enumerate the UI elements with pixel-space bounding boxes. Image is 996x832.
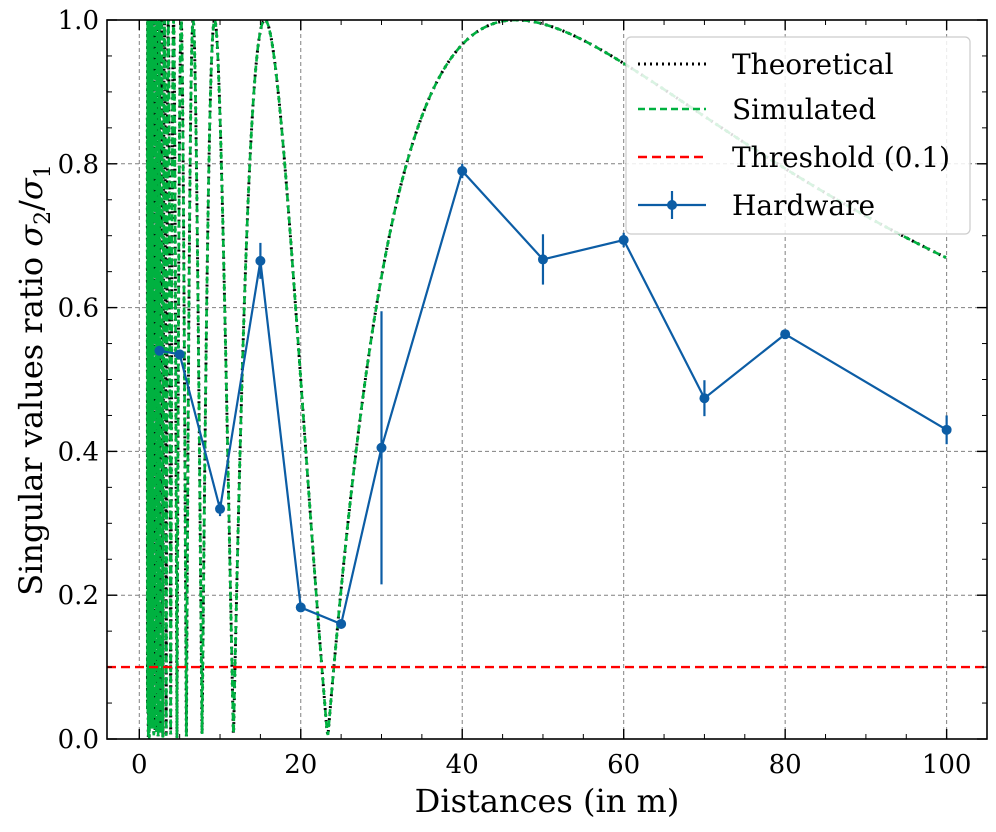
y-axis-title-text: Singular values ratio [12, 247, 50, 596]
hardware-point [154, 345, 165, 356]
x-tick-label: 20 [284, 750, 317, 780]
x-tick-label: 0 [131, 750, 148, 780]
y-axis-slash: / [12, 200, 50, 211]
y-axis-sigma-1: σ [12, 177, 50, 200]
hardware-point [941, 424, 952, 435]
legend-theoretical-label: Theoretical [732, 48, 894, 81]
x-tick-label: 60 [607, 750, 640, 780]
hardware-point [699, 393, 710, 404]
x-tick-label: 100 [922, 750, 972, 780]
hardware-point [255, 255, 266, 266]
hardware-points [154, 165, 952, 629]
x-axis-title: Distances (in m) [415, 782, 680, 820]
plot-area [107, 20, 987, 739]
x-tick-label: 80 [769, 750, 802, 780]
axis-tick-labels: 0 20 40 60 80 100 0.0 0.2 0.4 0.6 0.8 1.0 [58, 6, 972, 780]
hardware-point [457, 165, 468, 176]
y-axis-sub-1: 1 [31, 164, 56, 178]
y-axis-title: Singular values ratio σ2/σ1 [12, 164, 56, 596]
hardware-point [780, 329, 791, 340]
x-tick-label: 40 [446, 750, 479, 780]
legend-threshold-label: Threshold (0.1) [732, 141, 950, 174]
legend-simulated-label: Simulated [732, 93, 876, 126]
series-hardware-line [159, 168, 948, 626]
legend-hardware-marker [667, 200, 677, 210]
legend-hardware-label: Hardware [732, 189, 875, 222]
y-tick-label: 1.0 [58, 6, 99, 36]
hardware-point [537, 254, 548, 265]
y-tick-label: 0.2 [58, 581, 99, 611]
legend-box [625, 36, 971, 235]
hardware-point [174, 349, 185, 360]
axis-ticks [107, 19, 987, 740]
y-tick-label: 0.8 [58, 150, 99, 180]
hardware-point [376, 442, 387, 453]
y-axis-sigma-2: σ [12, 224, 50, 247]
y-tick-label: 0.0 [58, 725, 99, 755]
y-tick-label: 0.4 [58, 437, 99, 467]
y-tick-label: 0.6 [58, 294, 99, 324]
hardware-point [618, 235, 629, 246]
y-axis-sub-2: 2 [31, 211, 56, 225]
legend: Theoretical Simulated Threshold (0.1) Ha… [625, 36, 971, 235]
hardware-point [215, 503, 226, 514]
hardware-point [336, 618, 347, 629]
hardware-point [295, 602, 306, 613]
series-simulated-line [146, 20, 947, 739]
